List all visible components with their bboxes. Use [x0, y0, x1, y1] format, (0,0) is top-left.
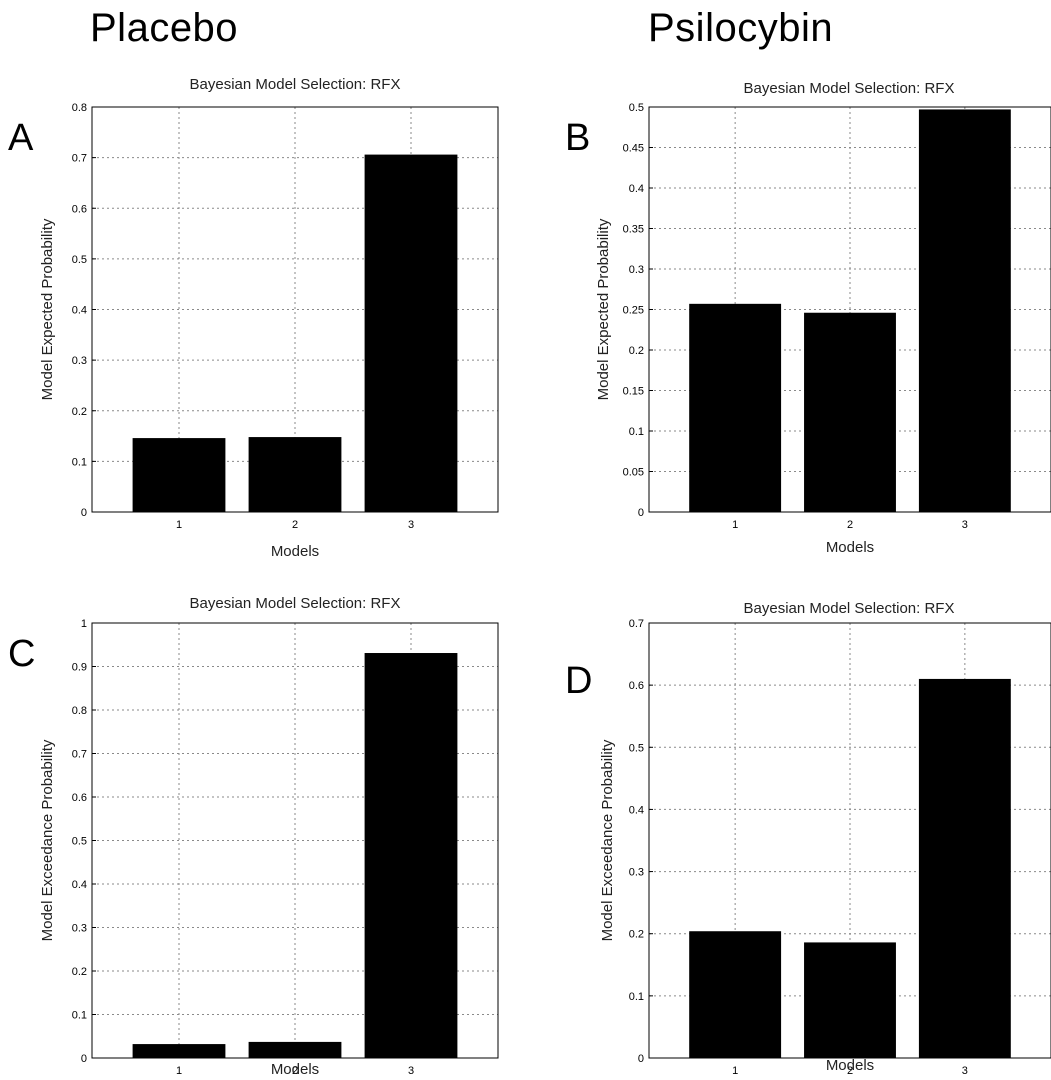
panel-a-bar-2 — [248, 437, 342, 512]
panel-a-ytick-label: 0.5 — [72, 254, 87, 266]
panel-a-bar-3 — [364, 154, 458, 512]
panel-b-ylabel: Model Expected Probability — [595, 218, 612, 400]
column-title-psilocybin: Psilocybin — [648, 6, 834, 50]
panel-d-ytick-label: 0.6 — [629, 680, 644, 692]
panel-c-ylabel: Model Exceedance Probability — [39, 739, 56, 941]
panel-d-xlabel: Models — [826, 1057, 874, 1074]
panel-c-bar-1 — [132, 1044, 226, 1058]
panel-d-ytick-label: 0.2 — [629, 929, 644, 941]
panel-b-title: Bayesian Model Selection: RFX — [744, 80, 955, 97]
panel-a-xlabel: Models — [271, 543, 319, 560]
panel-d-xtick-label: 1 — [732, 1065, 738, 1077]
panel-b-ytick-label: 0 — [638, 507, 644, 519]
panel-a-ytick-label: 0 — [81, 507, 87, 519]
panel-c-ytick-label: 0.4 — [72, 879, 87, 891]
panel-c-xtick-label: 1 — [176, 1065, 182, 1077]
panel-a-ytick-label: 0.3 — [72, 355, 87, 367]
panel-d-xtick-label: 2 — [847, 1065, 853, 1077]
panel-b-ytick-label: 0.3 — [629, 264, 644, 276]
panel-c-ytick-label: 1 — [81, 618, 87, 630]
panel-d-ytick-label: 0.5 — [629, 742, 644, 754]
panel-c-ytick-label: 0.3 — [72, 923, 87, 935]
panel-d-ytick-label: 0 — [638, 1053, 644, 1065]
panel-a-bar-1 — [132, 438, 226, 512]
panel-b-bar-1 — [689, 303, 782, 512]
panel-b-bar-3 — [918, 109, 1011, 513]
panel-c-ytick-label: 0.7 — [72, 749, 87, 761]
panel-a-title: Bayesian Model Selection: RFX — [190, 76, 401, 93]
panel-d-bar-1 — [689, 931, 782, 1058]
panel-d-bar-2 — [804, 942, 896, 1058]
panel-d-bar-3 — [918, 678, 1011, 1058]
panel-a-ylabel: Model Expected Probability — [39, 218, 56, 400]
panel-a-letter: A — [8, 117, 34, 159]
panel-c-letter: C — [8, 633, 35, 675]
panel-c-ytick-label: 0.1 — [72, 1010, 87, 1022]
panel-a-ytick-label: 0.4 — [72, 305, 87, 317]
panel-a-xtick-label: 2 — [292, 519, 298, 531]
panel-c-ytick-label: 0.6 — [72, 792, 87, 804]
panel-a-ytick-label: 0.1 — [72, 456, 87, 468]
panel-c-xtick-label: 3 — [408, 1065, 414, 1077]
panel-b-xtick-label: 3 — [962, 519, 968, 531]
panel-a-xtick-label: 1 — [176, 519, 182, 531]
panel-b-ytick-label: 0.25 — [623, 305, 644, 317]
panel-c-xtick-label: 2 — [292, 1065, 298, 1077]
panel-a-ytick-label: 0.2 — [72, 406, 87, 418]
panel-c-ytick-label: 0.2 — [72, 966, 87, 978]
panel-d-ytick-label: 0.4 — [629, 804, 644, 816]
panel-c-ytick-label: 0.9 — [72, 662, 87, 674]
panel-d-title: Bayesian Model Selection: RFX — [744, 600, 955, 617]
panel-b-ytick-label: 0.05 — [623, 467, 644, 479]
panel-d-ytick-label: 0.3 — [629, 867, 644, 879]
panel-b-ytick-label: 0.35 — [623, 224, 644, 236]
panel-a-ytick-label: 0.6 — [72, 203, 87, 215]
panel-b-ytick-label: 0.45 — [623, 143, 644, 155]
panel-b-letter: B — [565, 117, 590, 159]
panel-b-xtick-label: 2 — [847, 519, 853, 531]
panel-b-ytick-label: 0.1 — [629, 426, 644, 438]
panel-b-bar-2 — [804, 312, 896, 512]
panel-d-xtick-label: 3 — [962, 1065, 968, 1077]
panel-b-ytick-label: 0.4 — [629, 183, 644, 195]
panel-b-xtick-label: 1 — [732, 519, 738, 531]
panel-d-letter: D — [565, 660, 592, 702]
panel-d-ytick-label: 0.7 — [629, 618, 644, 630]
panel-b-xlabel: Models — [826, 539, 874, 556]
panel-a-xtick-label: 3 — [408, 519, 414, 531]
panel-c-ytick-label: 0.5 — [72, 836, 87, 848]
panel-c-ytick-label: 0 — [81, 1053, 87, 1065]
panel-c-bar-2 — [248, 1041, 342, 1058]
panel-d-ylabel: Model Exceedance Probability — [599, 739, 616, 941]
panel-c-title: Bayesian Model Selection: RFX — [190, 595, 401, 612]
panel-c-xlabel: Models — [271, 1061, 319, 1078]
panel-b-ytick-label: 0.15 — [623, 386, 644, 398]
panel-b-ytick-label: 0.2 — [629, 345, 644, 357]
panel-d-ytick-label: 0.1 — [629, 991, 644, 1003]
panel-b-ytick-label: 0.5 — [629, 102, 644, 114]
panel-c-bar-3 — [364, 653, 458, 1058]
panel-a-ytick-label: 0.7 — [72, 153, 87, 165]
column-title-placebo: Placebo — [90, 6, 239, 50]
panel-a-ytick-label: 0.8 — [72, 102, 87, 114]
panel-c-ytick-label: 0.8 — [72, 705, 87, 717]
